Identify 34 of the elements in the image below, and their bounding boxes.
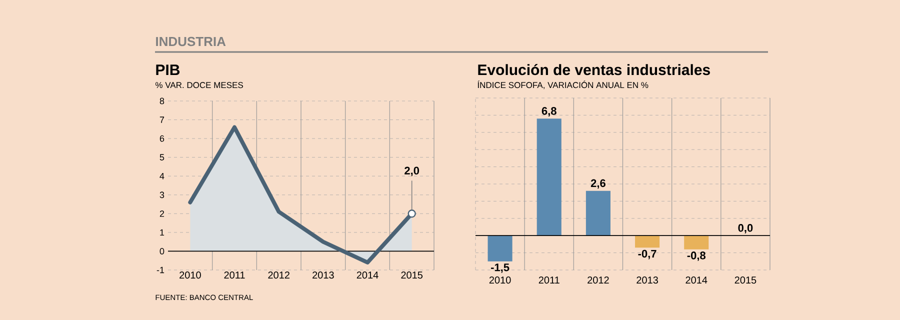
x-tick-label: 2011 [538, 276, 560, 284]
y-tick-label: 1 [160, 229, 164, 236]
y-tick-label: 0 [160, 248, 164, 254]
x-tick-label: 2011 [224, 272, 245, 279]
y-tick-label: -1 [156, 266, 164, 274]
chart-title: PIB [156, 64, 180, 75]
chart-subtitle: ÍNDICE SOFOFA, VARIACIÓN ANUAL EN % [478, 80, 648, 90]
x-tick-label: 2014 [686, 276, 708, 284]
data-label: -0,7 [638, 250, 656, 260]
x-tick-label: 2010 [489, 276, 511, 284]
x-tick-label: 2013 [312, 272, 334, 279]
x-tick-label: 2015 [734, 276, 756, 284]
x-tick-label: 2013 [636, 276, 658, 284]
data-label: 6,8 [542, 107, 556, 116]
chart-title: Evolución de ventas industriales [478, 64, 710, 76]
text: INDUSTRIA [156, 36, 226, 46]
y-tick-label: 2 [160, 210, 164, 217]
x-tick-label: 2012 [268, 272, 290, 279]
x-tick-label: 2012 [588, 276, 609, 284]
x-tick-label: 2015 [401, 272, 423, 279]
y-tick-label: 3 [160, 192, 164, 198]
y-tick-label: 7 [160, 116, 164, 123]
data-label: -1,5 [490, 264, 510, 273]
data-label: 2,6 [590, 179, 606, 189]
data-label: 0,0 [738, 224, 753, 234]
y-tick-label: 8 [160, 98, 164, 104]
chart-subtitle: % VAR. DOCE MESES [156, 82, 243, 88]
x-tick-label: 2014 [356, 272, 378, 279]
data-label: 2,0 [404, 166, 420, 176]
y-tick-label: 5 [160, 154, 164, 160]
x-tick-label: 2010 [180, 272, 201, 279]
data-label: -0,8 [687, 252, 706, 261]
y-tick-label: 4 [160, 173, 164, 180]
y-tick-label: 6 [160, 135, 164, 142]
